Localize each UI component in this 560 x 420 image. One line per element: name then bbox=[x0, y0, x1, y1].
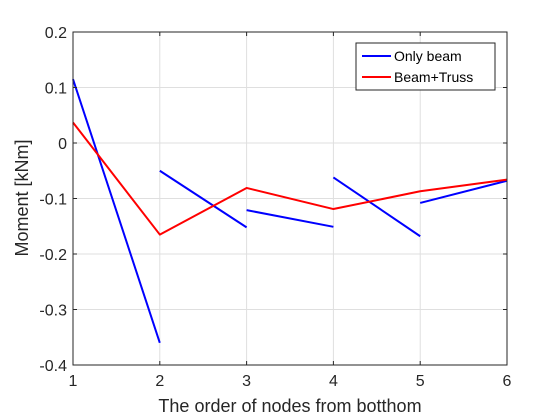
ticks bbox=[72, 31, 508, 366]
x-axis-label: The order of nodes from botthom bbox=[158, 396, 421, 416]
y-tick-label: -0.3 bbox=[39, 303, 67, 320]
x-tick-label: 3 bbox=[242, 373, 251, 390]
series-lines bbox=[72, 78, 508, 344]
y-tick-label: 0.2 bbox=[45, 25, 67, 42]
y-tick-label: -0.2 bbox=[39, 247, 67, 264]
series-line-only-beam bbox=[72, 78, 161, 344]
series-line-only-beam bbox=[246, 209, 334, 228]
legend-label-only-beam: Only beam bbox=[394, 48, 462, 64]
legend-label-beam-truss: Beam+Truss bbox=[394, 69, 473, 85]
y-tick-label: -0.1 bbox=[39, 192, 67, 209]
x-tick-label: 1 bbox=[69, 373, 78, 390]
y-tick-labels: 0.2 0.1 0 -0.1 -0.2 -0.3 -0.4 bbox=[39, 25, 67, 375]
y-tick-label: -0.4 bbox=[39, 358, 67, 375]
series-line-only-beam bbox=[159, 169, 248, 229]
x-tick-label: 5 bbox=[416, 373, 425, 390]
legend-box bbox=[355, 42, 496, 91]
series-line-only-beam bbox=[332, 176, 421, 238]
y-tick-label: 0.1 bbox=[45, 81, 67, 98]
y-tick-label: 0 bbox=[58, 136, 67, 153]
x-tick-label: 6 bbox=[503, 373, 512, 390]
y-axis-label: Moment [kNm] bbox=[12, 139, 32, 256]
x-tick-labels: 1 2 3 4 5 6 bbox=[69, 373, 512, 390]
legend: Only beam Beam+Truss bbox=[355, 42, 496, 91]
x-tick-label: 2 bbox=[155, 373, 164, 390]
series-line-beam-truss bbox=[72, 121, 508, 236]
series-line-only-beam bbox=[419, 179, 508, 204]
x-tick-label: 4 bbox=[329, 373, 338, 390]
